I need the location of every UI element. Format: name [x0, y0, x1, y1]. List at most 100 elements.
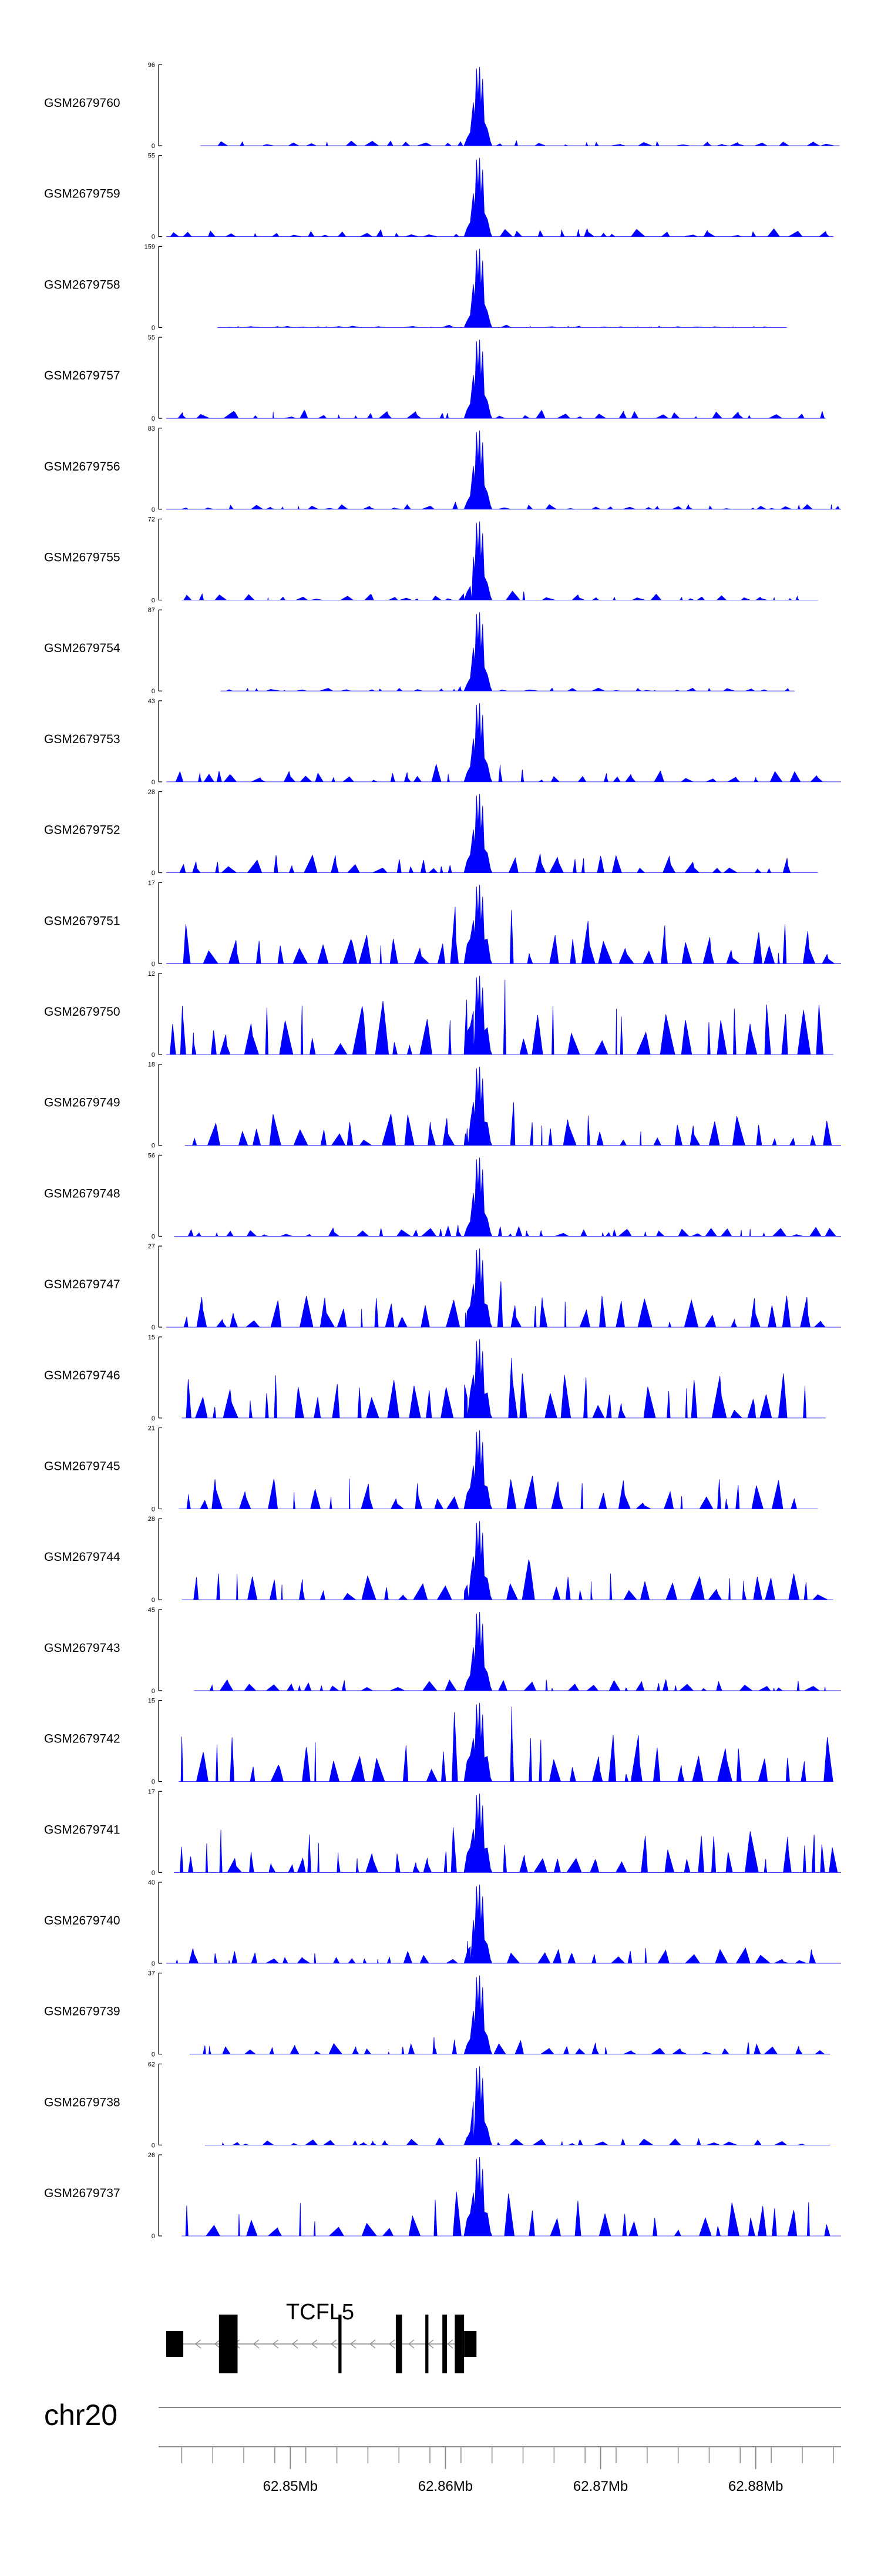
y-axis-max-label: 45 [148, 1607, 155, 1614]
y-axis-max-label: 26 [148, 2152, 155, 2159]
strand-arrow [446, 2339, 453, 2349]
coverage-area [179, 1430, 818, 1509]
coverage-area [166, 1248, 841, 1328]
track-GSM2679743: GSM2679743 45 0 [44, 1607, 841, 1695]
y-axis-min-label: 0 [152, 1324, 155, 1331]
y-axis-max-label: 72 [148, 516, 155, 523]
track-label: GSM2679756 [44, 460, 120, 473]
track-GSM2679755: GSM2679755 72 0 [44, 516, 818, 604]
track-label: GSM2679757 [44, 369, 120, 382]
track-GSM2679759: GSM2679759 55 0 [44, 153, 833, 241]
track-GSM2679745: GSM2679745 21 0 [44, 1425, 818, 1513]
y-axis-max-label: 55 [148, 153, 155, 160]
y-axis-min-label: 0 [152, 2142, 155, 2149]
track-label: GSM2679759 [44, 187, 120, 201]
strand-arrow [349, 2339, 357, 2349]
y-axis-min-label: 0 [152, 2233, 155, 2240]
coverage-area [166, 885, 841, 964]
coverage-area [166, 975, 833, 1055]
y-axis-min-label: 0 [152, 506, 155, 513]
track-GSM2679746: GSM2679746 15 0 [44, 1334, 826, 1422]
track-label: GSM2679737 [44, 2187, 120, 2200]
strand-arrow [194, 2339, 201, 2349]
track-label: GSM2679739 [44, 2005, 120, 2019]
y-axis-max-label: 28 [148, 1516, 155, 1523]
coverage-area [181, 1339, 826, 1419]
y-axis-min-label: 0 [152, 688, 155, 695]
track-label: GSM2679750 [44, 1005, 120, 1019]
strand-arrow [311, 2339, 318, 2349]
track-GSM2679741: GSM2679741 17 0 [44, 1788, 841, 1876]
coverage-area [174, 1157, 841, 1237]
coverage-area [166, 340, 826, 419]
coverage-area [166, 794, 818, 873]
coverage-area [200, 66, 840, 146]
track-GSM2679739: GSM2679739 37 0 [44, 1970, 830, 2058]
track-GSM2679747: GSM2679747 27 0 [44, 1243, 841, 1331]
y-axis-max-label: 62 [148, 2061, 155, 2068]
y-axis-min-label: 0 [152, 1233, 155, 1240]
track-label: GSM2679745 [44, 1460, 120, 1473]
y-axis-min-label: 0 [152, 1415, 155, 1422]
track-label: GSM2679748 [44, 1187, 120, 1200]
gene-model-track: TCFL5 [166, 2300, 477, 2373]
coverage-area [181, 2157, 841, 2236]
track-GSM2679744: GSM2679744 28 0 [44, 1516, 833, 1604]
strand-arrow [330, 2339, 337, 2349]
y-axis-min-label: 0 [152, 1597, 155, 1604]
y-axis-min-label: 0 [152, 234, 155, 241]
exon-4 [395, 2315, 402, 2373]
coverage-area [189, 1975, 830, 2055]
y-axis-max-label: 56 [148, 1152, 155, 1159]
track-GSM2679749: GSM2679749 18 0 [44, 1062, 841, 1150]
track-label: GSM2679741 [44, 1823, 120, 1836]
coverage-area [184, 1066, 841, 1146]
track-GSM2679753: GSM2679753 43 0 [44, 698, 841, 786]
y-axis-min-label: 0 [152, 1688, 155, 1695]
exon-5 [425, 2315, 429, 2373]
tracks-layer: GSM2679760 96 0 GSM2679759 55 0 GSM2679758 159 0… [44, 62, 841, 2240]
coverage-area [166, 703, 841, 782]
y-axis-min-label: 0 [152, 597, 155, 604]
y-axis-max-label: 83 [148, 425, 155, 432]
y-axis-min-label: 0 [152, 324, 155, 331]
track-GSM2679758: GSM2679758 159 0 [44, 243, 787, 331]
y-axis-max-label: 55 [148, 334, 155, 341]
track-GSM2679737: GSM2679737 26 0 [44, 2152, 841, 2240]
track-label: GSM2679754 [44, 642, 120, 655]
coverage-area [179, 1702, 833, 1782]
strand-arrow [408, 2339, 415, 2349]
exon-1 [166, 2331, 184, 2357]
strand-arrow [272, 2339, 279, 2349]
track-label: GSM2679751 [44, 914, 120, 928]
track-label: GSM2679753 [44, 733, 120, 746]
y-axis-max-label: 12 [148, 970, 155, 978]
track-GSM2679750: GSM2679750 12 0 [44, 970, 833, 1059]
axis-tick-label: 62.87Mb [573, 2478, 628, 2494]
axis-tick-label: 62.88Mb [728, 2478, 783, 2494]
gene-label: TCFL5 [286, 2300, 354, 2325]
track-label: GSM2679744 [44, 1550, 120, 1564]
coverage-area [205, 2066, 830, 2145]
strand-arrow [291, 2339, 298, 2349]
y-axis-max-label: 96 [148, 62, 155, 69]
track-GSM2679740: GSM2679740 40 0 [44, 1879, 841, 1967]
strand-arrow [253, 2339, 260, 2349]
track-label: GSM2679749 [44, 1096, 120, 1110]
track-GSM2679738: GSM2679738 62 0 [44, 2061, 830, 2149]
y-axis-max-label: 28 [148, 789, 155, 796]
track-label: GSM2679742 [44, 1732, 120, 1746]
track-label: GSM2679760 [44, 96, 120, 110]
strand-arrow [369, 2339, 376, 2349]
coverage-area [194, 1611, 841, 1691]
y-axis-min-label: 0 [152, 779, 155, 786]
track-label: GSM2679755 [44, 551, 120, 565]
y-axis-max-label: 159 [144, 243, 155, 250]
track-label: GSM2679740 [44, 1914, 120, 1927]
exon-6 [442, 2315, 448, 2373]
y-axis-max-label: 17 [148, 1788, 155, 1795]
y-axis-min-label: 0 [152, 1052, 155, 1059]
track-GSM2679754: GSM2679754 87 0 [44, 607, 795, 695]
track-GSM2679748: GSM2679748 56 0 [44, 1152, 841, 1240]
